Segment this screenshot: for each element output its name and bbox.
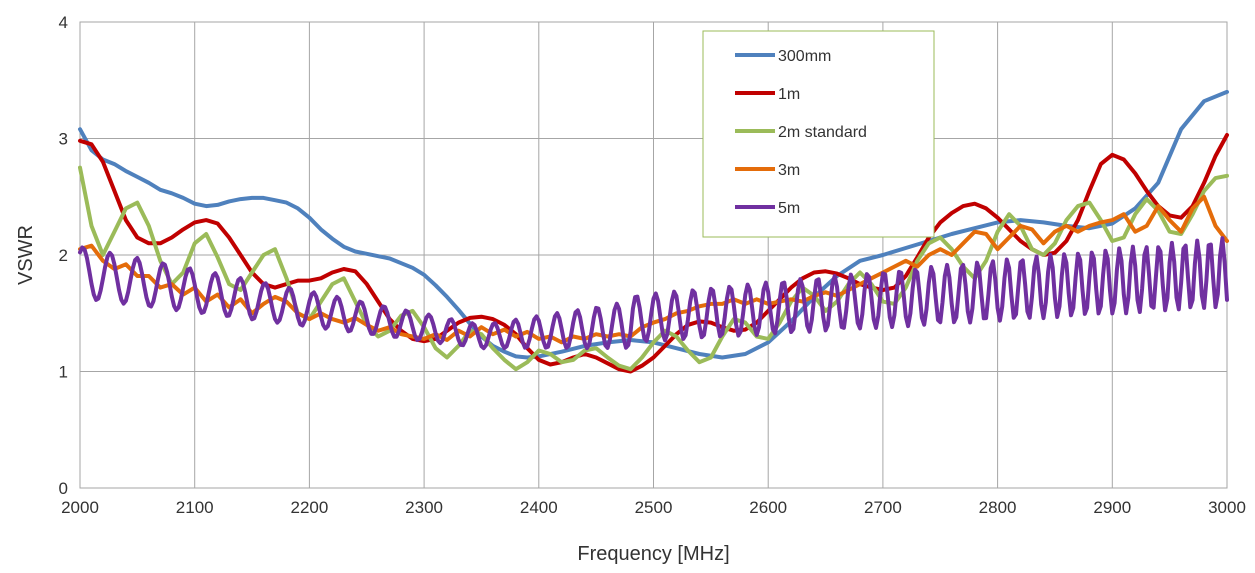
legend-label: 5m [778, 200, 800, 217]
y-tick-label: 4 [59, 13, 68, 32]
series-line-5m [78, 236, 1229, 351]
x-tick-label: 2600 [749, 498, 787, 517]
x-tick-label: 2000 [61, 498, 99, 517]
series-lines [78, 89, 1229, 374]
tick-labels: 2000 2100 2200 2300 2400 2500 2600 2700 2800 2900… [59, 13, 1246, 517]
y-axis-title: VSWR [15, 225, 37, 285]
legend-box [702, 30, 935, 238]
x-tick-label: 2700 [864, 498, 902, 517]
y-tick-label: 3 [59, 130, 68, 149]
x-tick-label: 2800 [979, 498, 1017, 517]
legend-label: 1m [778, 86, 800, 103]
x-axis-title: Frequency [MHz] [577, 543, 729, 565]
y-tick-label: 0 [59, 479, 68, 498]
legend-label: 2m standard [778, 124, 867, 141]
series-line-2m-standard [78, 165, 1229, 372]
plot-frame [79, 21, 1228, 489]
x-tick-label: 2500 [635, 498, 673, 517]
x-tick-label: 3000 [1208, 498, 1246, 517]
x-tick-label: 2200 [290, 498, 328, 517]
x-tick-label: 2900 [1093, 498, 1131, 517]
y-tick-label: 1 [59, 363, 68, 382]
x-tick-label: 2300 [405, 498, 443, 517]
legend: 300mm 1m 2m standard 3m 5m [702, 30, 935, 238]
y-tick-label: 2 [59, 246, 68, 265]
legend-label: 3m [778, 162, 800, 179]
grid [79, 21, 1228, 489]
legend-label: 300mm [778, 48, 831, 65]
x-tick-label: 2400 [520, 498, 558, 517]
x-tick-label: 2100 [176, 498, 214, 517]
